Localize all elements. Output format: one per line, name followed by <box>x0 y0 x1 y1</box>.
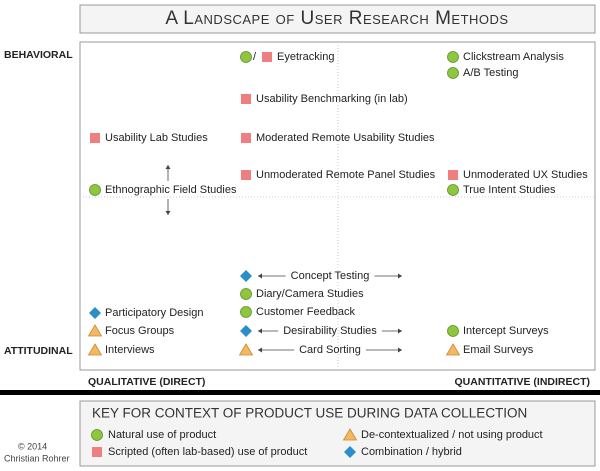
arrow-head <box>258 273 262 279</box>
natural-icon <box>447 51 459 63</box>
method-label: Concept Testing <box>291 270 370 282</box>
method-label: Unmoderated UX Studies <box>463 169 588 181</box>
arrow-head <box>398 328 402 334</box>
scripted-icon <box>241 170 251 180</box>
natural-icon <box>240 306 252 318</box>
key-label: Scripted (often lab-based) use of produc… <box>108 446 307 458</box>
combination-icon <box>89 307 101 319</box>
method-label: Intercept Surveys <box>463 325 549 337</box>
scripted-icon <box>262 52 272 62</box>
scripted-icon <box>90 133 100 143</box>
method-label: Clickstream Analysis <box>463 51 564 63</box>
title: A Landscape of User Research Methods <box>165 8 508 29</box>
method-label: Interviews <box>105 344 155 356</box>
separator: / <box>253 51 257 63</box>
key-box <box>79 400 596 467</box>
natural-icon <box>89 184 101 196</box>
natural-icon <box>447 67 459 79</box>
method-label: Diary/Camera Studies <box>256 288 364 300</box>
decontextualized-icon <box>87 343 103 356</box>
combination-icon <box>240 270 252 282</box>
method-label: Usability Benchmarking (in lab) <box>256 93 408 105</box>
axis-left: QUALITATIVE (DIRECT) <box>88 376 205 388</box>
plot-area <box>79 41 596 371</box>
method-label: Desirability Studies <box>283 325 377 337</box>
method-label: A/B Testing <box>463 67 518 79</box>
natural-icon <box>91 429 103 441</box>
method-label: Moderated Remote Usability Studies <box>256 132 435 144</box>
arrow-head <box>165 165 171 169</box>
method-label: Card Sorting <box>299 344 361 356</box>
divider <box>0 390 600 395</box>
axis-top: BEHAVIORAL <box>4 49 73 61</box>
scripted-icon <box>241 94 251 104</box>
credit-year: © 2014 <box>18 441 47 451</box>
method-label: Eyetracking <box>277 51 334 63</box>
title-box <box>79 4 596 34</box>
decontextualized-icon <box>238 343 254 356</box>
natural-icon <box>447 184 459 196</box>
decontextualized-icon <box>342 428 358 441</box>
arrow-head <box>398 347 402 353</box>
natural-icon <box>240 288 252 300</box>
axis-bottom: ATTITUDINAL <box>4 345 73 357</box>
method-label: Email Surveys <box>463 344 534 356</box>
method-label: Participatory Design <box>105 307 203 319</box>
decontextualized-icon <box>87 324 103 337</box>
decontextualized-icon <box>445 343 461 356</box>
scripted-icon <box>241 133 251 143</box>
arrow-head <box>258 328 262 334</box>
scripted-icon <box>448 170 458 180</box>
natural-icon <box>240 51 252 63</box>
credit-author: Christian Rohrer <box>4 453 70 463</box>
axis-right: QUANTITATIVE (INDIRECT) <box>454 376 590 388</box>
method-label: Usability Lab Studies <box>105 132 208 144</box>
key-title: KEY FOR CONTEXT OF PRODUCT USE DURING DA… <box>92 406 527 421</box>
method-label: True Intent Studies <box>463 184 556 196</box>
key-label: Combination / hybrid <box>361 446 462 458</box>
scripted-icon <box>92 447 102 457</box>
method-label: Unmoderated Remote Panel Studies <box>256 169 436 181</box>
key-label: Natural use of product <box>108 429 216 441</box>
method-label: Customer Feedback <box>256 306 356 318</box>
arrow-head <box>258 347 262 353</box>
combination-icon <box>240 325 252 337</box>
key-label: De-contextualized / not using product <box>361 429 543 441</box>
natural-icon <box>447 325 459 337</box>
arrow-head <box>398 273 402 279</box>
arrow-head <box>165 211 171 215</box>
method-label: Ethnographic Field Studies <box>105 184 237 196</box>
combination-icon <box>344 446 356 458</box>
method-label: Focus Groups <box>105 325 175 337</box>
